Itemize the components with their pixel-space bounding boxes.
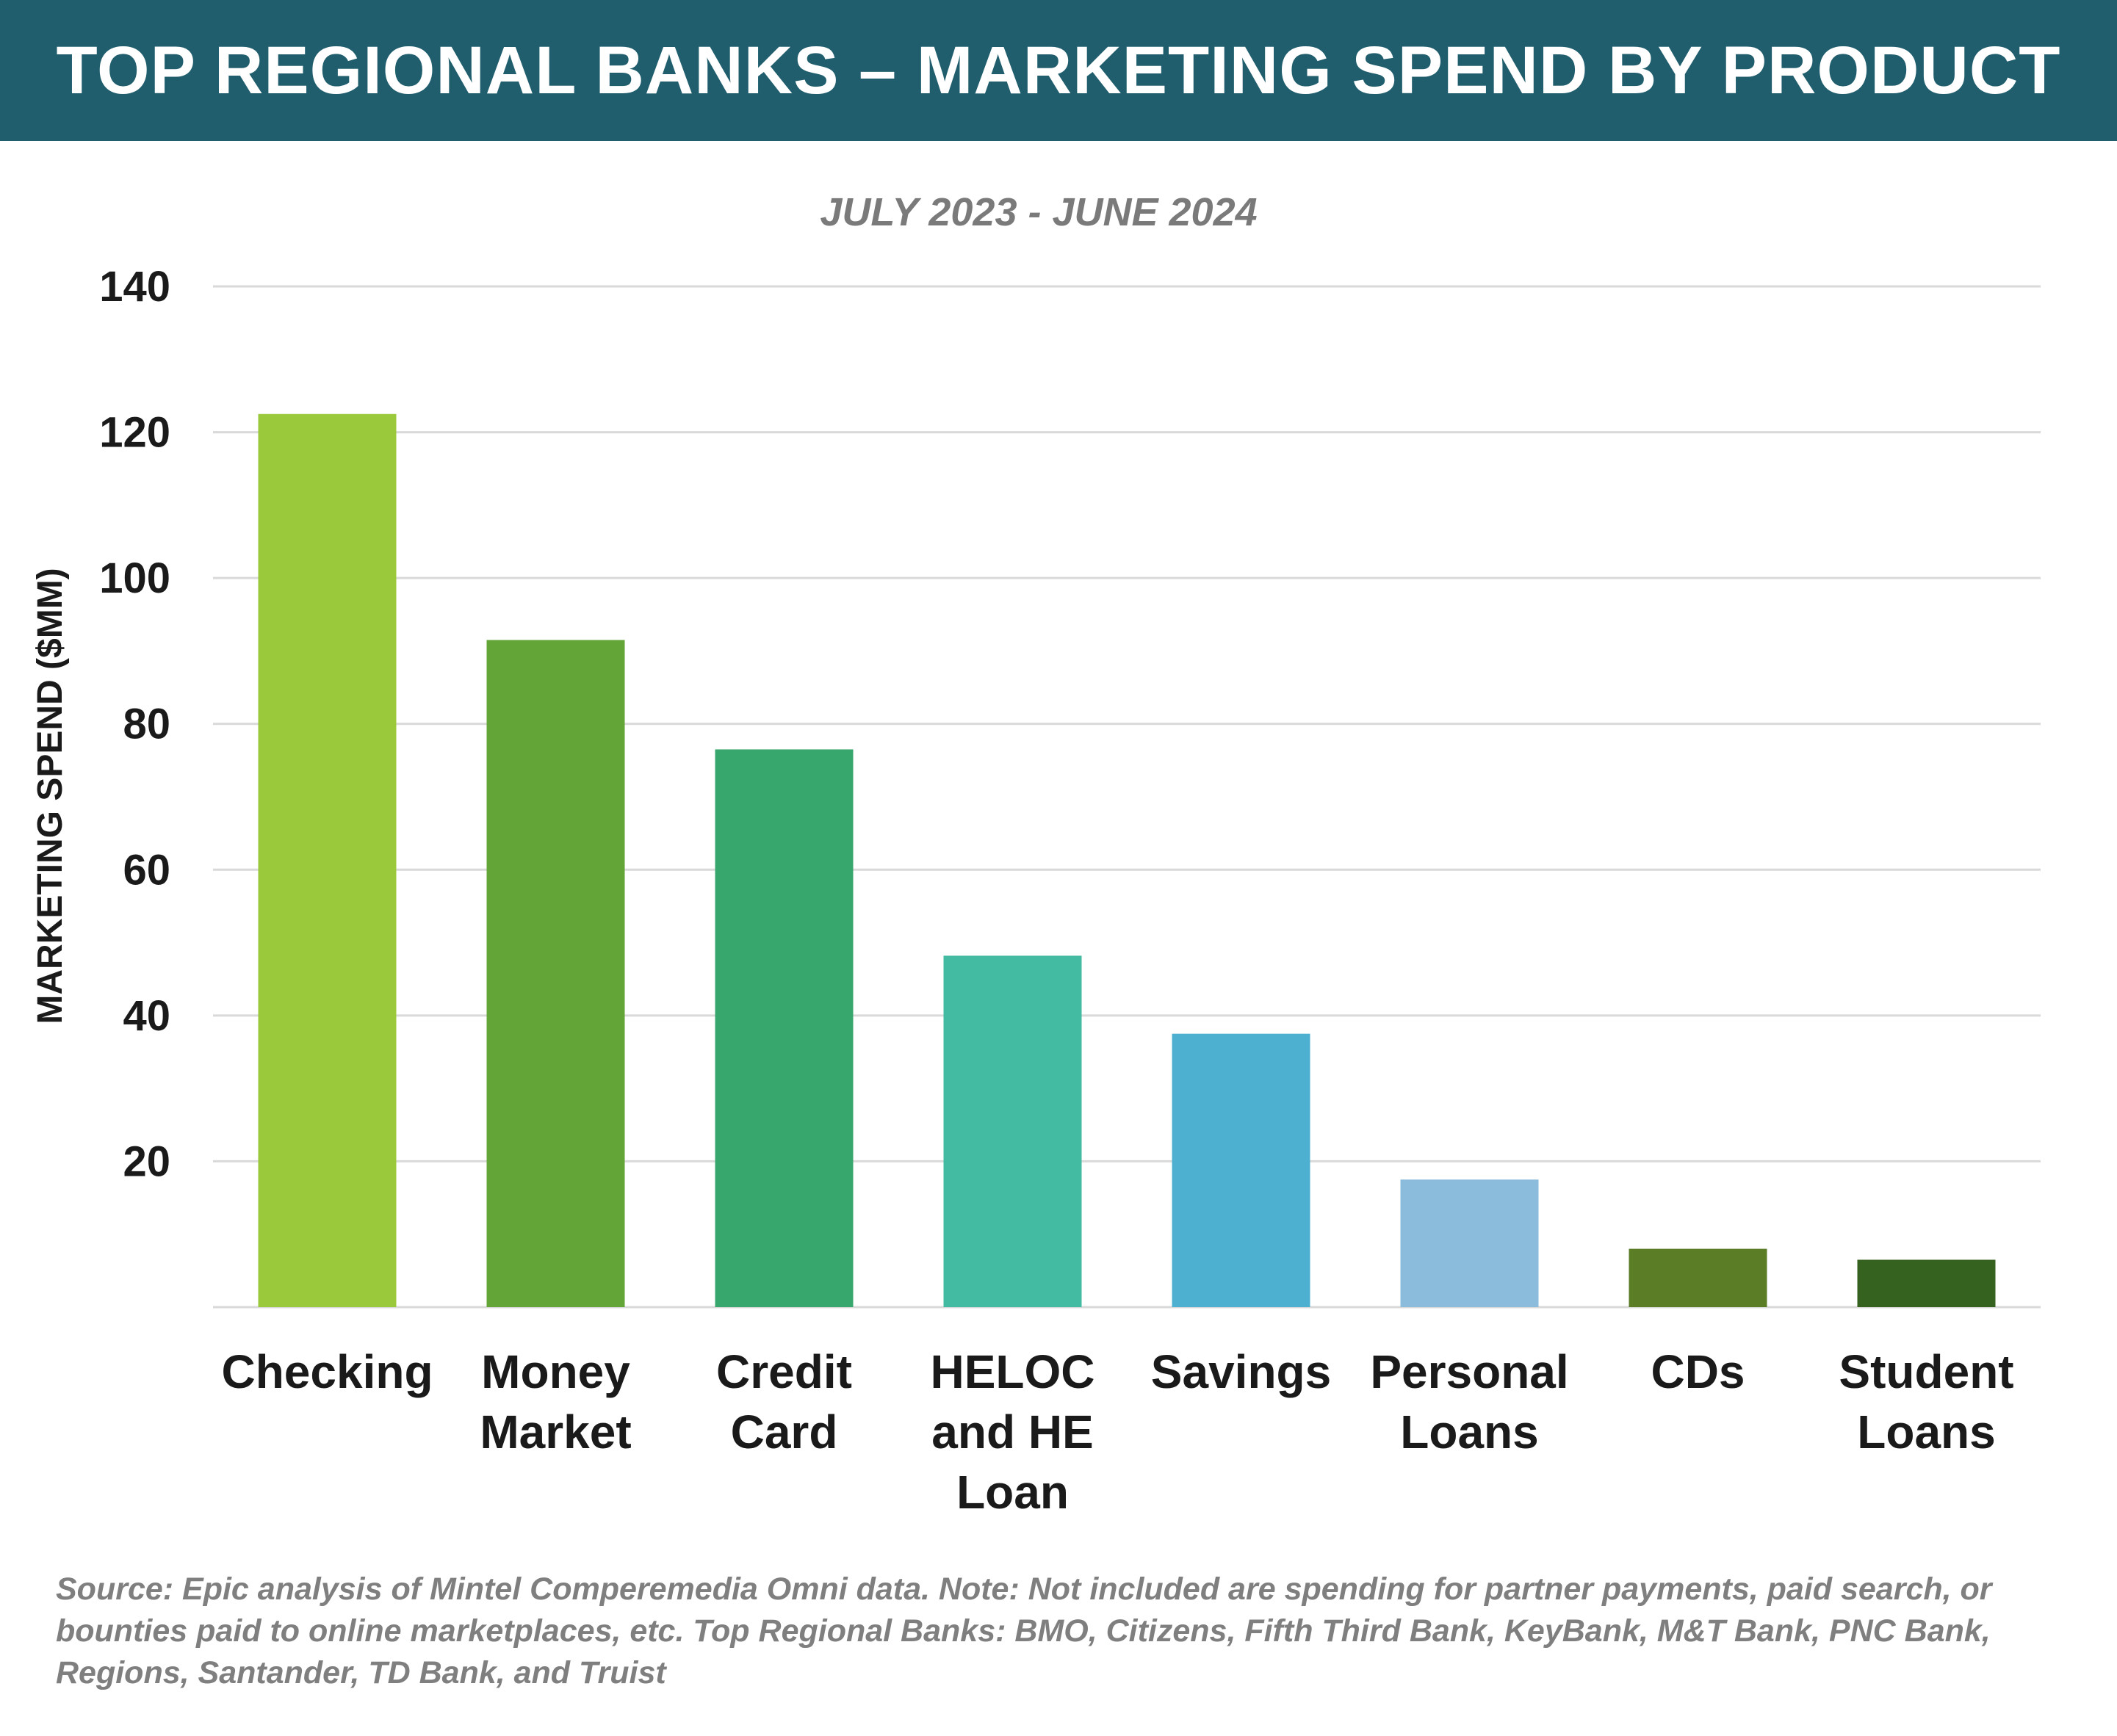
bar <box>258 413 397 1307</box>
x-category-label: Checking <box>221 1345 433 1398</box>
bars <box>258 413 1996 1307</box>
source-note: Source: Epic analysis of Mintel Comperem… <box>56 1572 1992 1690</box>
y-tick-label: 40 <box>123 992 170 1040</box>
x-category-label: HELOC and HE Loan <box>931 1345 1095 1519</box>
bar <box>715 749 854 1307</box>
bar <box>1172 1033 1310 1307</box>
x-category-label: Personal Loans <box>1370 1345 1568 1458</box>
bar <box>1629 1248 1767 1307</box>
y-axis-label: MARKETING SPEND ($MM) <box>31 568 70 1024</box>
x-category-label: CDs <box>1651 1345 1745 1398</box>
x-category-label: Student Loans <box>1839 1345 2013 1458</box>
bar <box>1857 1259 1996 1307</box>
x-category-label: Savings <box>1151 1345 1331 1398</box>
title-banner: TOP REGIONAL BANKS – MARKETING SPEND BY … <box>0 0 2117 141</box>
x-category-label: Money Market <box>480 1345 631 1458</box>
y-tick-label: 20 <box>123 1138 170 1185</box>
y-tick-label: 100 <box>99 554 170 602</box>
chart-subtitle: JULY 2023 - JUNE 2024 <box>820 190 1257 234</box>
bar-chart: JULY 2023 - JUNE 2024 MARKETING SPEND ($… <box>31 190 2041 1519</box>
y-tick-label: 80 <box>123 701 170 748</box>
y-tick-label: 120 <box>99 409 170 457</box>
x-axis-categories: Checking Money Market Credit Card HELOC and HE… <box>221 1345 2013 1519</box>
bar <box>1400 1179 1539 1307</box>
y-tick-label: 60 <box>123 846 170 894</box>
chart-title: TOP REGIONAL BANKS – MARKETING SPEND BY … <box>56 32 2061 108</box>
y-tick-label: 140 <box>99 263 170 311</box>
y-axis-ticks: 20 40 60 80 100 120 140 <box>99 263 170 1185</box>
bar <box>943 955 1082 1307</box>
x-category-label: Credit Card <box>716 1345 852 1458</box>
bar <box>486 640 625 1307</box>
